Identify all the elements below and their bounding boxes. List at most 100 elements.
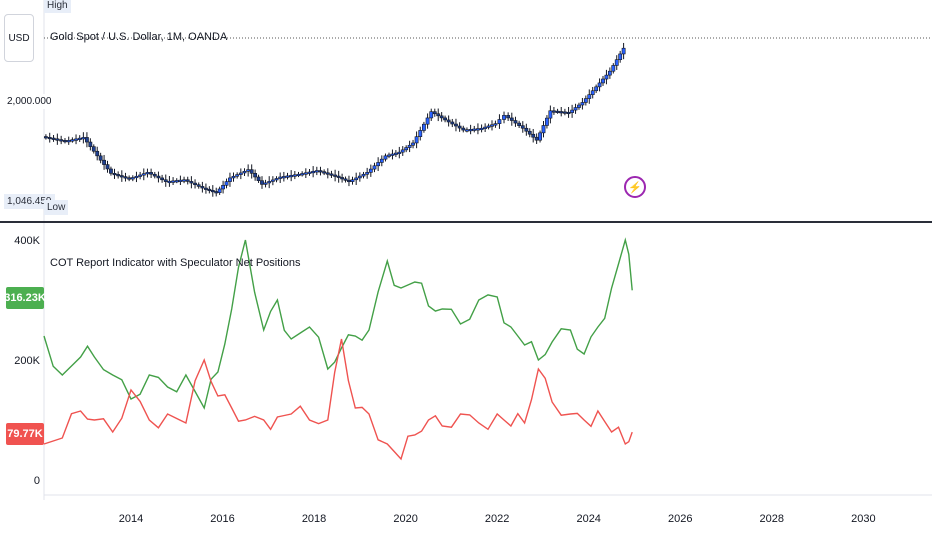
indicator-title: COT Report Indicator with Speculator Net… [50, 257, 301, 269]
price-candle [303, 168, 308, 179]
price-candle [621, 42, 626, 60]
price-candle [307, 168, 312, 176]
price-candle [347, 175, 351, 187]
price-candle [333, 169, 338, 182]
price-candle [368, 164, 373, 177]
price-candle [167, 175, 172, 187]
price-candle [221, 180, 225, 194]
price-candle [105, 160, 110, 173]
y-tick-label: 200K [14, 355, 40, 367]
price-candle [454, 118, 458, 132]
price-candle [490, 120, 494, 131]
price-candle [587, 89, 592, 104]
price-candle [238, 168, 243, 180]
price-candle [597, 78, 602, 92]
price-candle [439, 112, 444, 122]
price-candle [91, 144, 96, 154]
price-candle [472, 125, 477, 133]
price-candle [538, 130, 542, 143]
price-candle [300, 171, 305, 177]
price-candle [562, 108, 567, 116]
price-candle [163, 174, 168, 187]
price-candle [185, 176, 190, 185]
price-candle [343, 176, 348, 183]
price-candle [138, 171, 143, 180]
price-candle [149, 168, 154, 179]
indicator-y-ticks: 400K 200K 0 [14, 235, 40, 487]
price-candle [468, 124, 473, 135]
price-candle [204, 183, 208, 194]
price-tick-label: 2,000.000 [4, 94, 55, 109]
price-candle [171, 177, 175, 186]
price-candle [376, 157, 381, 172]
price-candle [109, 166, 113, 176]
candlestick-series [44, 42, 626, 197]
price-candle [545, 115, 549, 129]
price-candle [263, 179, 268, 188]
x-tick-label: 2020 [393, 513, 417, 525]
price-candle [66, 136, 71, 145]
price-candle [354, 172, 359, 186]
price-candle [577, 102, 581, 110]
price-candle [51, 135, 56, 142]
price-candle [614, 55, 619, 70]
x-tick-label: 2014 [119, 513, 143, 525]
price-candle [520, 121, 525, 133]
price-candle [517, 120, 522, 128]
price-candle [189, 176, 194, 189]
price-candle [281, 171, 286, 182]
price-candle [573, 103, 578, 114]
x-tick-label: 2026 [668, 513, 692, 525]
price-candle [436, 108, 441, 122]
price-candle [253, 169, 258, 181]
price-candle [506, 112, 511, 121]
price-candle [119, 170, 124, 182]
price-candle [235, 172, 240, 179]
price-candle [457, 122, 462, 132]
price-candle [267, 176, 272, 189]
price-candle [112, 168, 117, 179]
price-candle [160, 174, 164, 183]
price-candle [541, 120, 546, 138]
price-candle [260, 176, 264, 189]
price-candle [127, 175, 132, 182]
price-candle [145, 168, 150, 178]
x-tick-label: 2016 [210, 513, 234, 525]
price-candle [590, 86, 595, 99]
lightning-icon[interactable]: ⚡ [624, 176, 646, 198]
price-candle [548, 105, 553, 124]
price-candle [311, 166, 316, 178]
price-candle [493, 120, 498, 128]
price-candle [513, 116, 518, 127]
price-candle [555, 108, 560, 114]
price-candle [465, 127, 469, 133]
price-candle [483, 123, 488, 133]
price-candle [527, 128, 532, 138]
price-candle [559, 106, 564, 117]
price-candle [329, 170, 334, 179]
price-candle [292, 171, 297, 180]
price-candle [123, 172, 128, 182]
price-candle [74, 134, 78, 145]
price-candle [196, 182, 201, 189]
price-candle [85, 132, 89, 148]
price-candle [611, 63, 616, 74]
x-tick-label: 2018 [302, 513, 326, 525]
price-candle [383, 153, 388, 162]
price-candle [461, 125, 466, 133]
price-candle [88, 138, 93, 151]
price-candle [350, 176, 355, 185]
price-candle [141, 168, 146, 181]
price-candle [270, 176, 275, 186]
price-candle [322, 169, 327, 176]
price-candle [296, 171, 301, 178]
price-candle [418, 126, 423, 141]
price-candle [502, 111, 506, 124]
x-axis-labels: 2014 2016 2018 2020 2022 2024 2026 2028 2030 [119, 513, 876, 525]
currency-button[interactable]: USD [4, 14, 34, 62]
price-candle [429, 108, 434, 121]
price-candle [116, 171, 121, 179]
price-candle [224, 178, 229, 189]
